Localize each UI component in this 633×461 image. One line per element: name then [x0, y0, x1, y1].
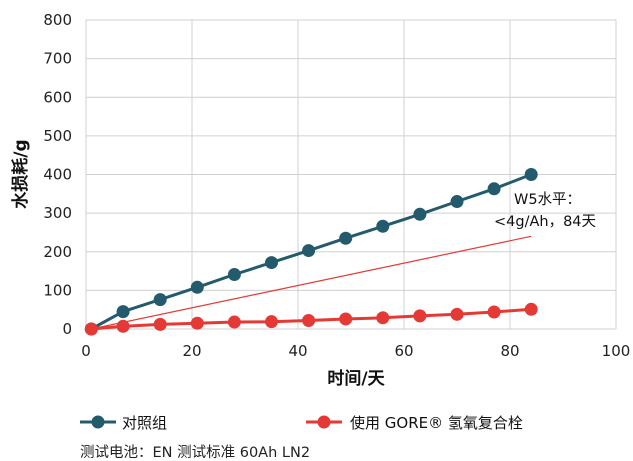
y-tick-label: 200: [43, 243, 72, 261]
x-tick-labels: 0 20 40 60 80 100: [81, 342, 630, 360]
annotation-line-1: W5水平：: [514, 191, 581, 208]
data-point: [190, 316, 204, 330]
data-point: [450, 195, 464, 209]
legend-swatch-marker: [317, 415, 331, 429]
reference-line-group: [91, 235, 532, 330]
annotation-line-2: <4g/Ah，84天: [494, 214, 596, 230]
data-point: [450, 307, 464, 321]
x-tick-label: 0: [81, 342, 91, 360]
data-point: [265, 315, 278, 329]
data-point: [302, 244, 316, 258]
y-tick-label: 800: [43, 11, 72, 29]
legend-swatch-marker: [91, 415, 105, 429]
data-point: [227, 315, 241, 329]
y-tick-label: 600: [43, 88, 72, 106]
data-point: [376, 219, 390, 233]
data-point: [376, 311, 390, 325]
data-point: [524, 302, 538, 316]
data-point: [339, 312, 353, 326]
x-tick-label: 60: [394, 342, 413, 360]
data-point: [227, 268, 241, 282]
data-point: [84, 322, 98, 336]
x-axis-title: 时间/天: [327, 368, 385, 389]
legend-label-control: 对照组: [122, 414, 167, 432]
data-point: [413, 309, 427, 323]
footnote: 测试电池：EN 测试标准 60Ah LN2: [80, 444, 310, 461]
legend: 对照组 使用 GORE® 氢氧复合栓: [80, 414, 523, 432]
x-tick-label: 80: [500, 342, 519, 360]
legend-item-gore: 使用 GORE® 氢氧复合栓: [306, 414, 523, 432]
data-point: [190, 280, 204, 294]
x-tick-label: 100: [602, 342, 631, 360]
y-tick-label: 700: [43, 50, 72, 68]
y-tick-labels: 0 100 200 300 400 500 600 700 800: [43, 11, 72, 338]
data-point: [116, 305, 130, 319]
legend-item-control: 对照组: [80, 414, 167, 432]
data-point: [153, 293, 167, 307]
y-tick-label: 100: [43, 281, 72, 299]
y-tick-label: 400: [43, 166, 72, 184]
series-group: [84, 168, 538, 336]
data-point: [339, 231, 353, 245]
x-tick-label: 20: [182, 342, 201, 360]
y-axis-title: 水损耗/g: [10, 139, 31, 208]
data-point: [524, 168, 538, 181]
y-tick-label: 500: [43, 127, 72, 145]
data-point: [413, 207, 427, 221]
y-tick-label: 300: [43, 204, 72, 222]
reference-line: [91, 235, 532, 330]
series-2: [84, 302, 538, 336]
data-point: [487, 305, 501, 319]
y-tick-label: 0: [62, 320, 72, 338]
series-1: [84, 168, 538, 336]
x-tick-label: 40: [288, 342, 307, 360]
data-point: [487, 182, 501, 196]
data-point: [153, 317, 167, 331]
data-point: [265, 256, 278, 270]
legend-label-gore: 使用 GORE® 氢氧复合栓: [350, 414, 523, 432]
data-point: [302, 314, 316, 328]
data-point: [116, 319, 130, 333]
